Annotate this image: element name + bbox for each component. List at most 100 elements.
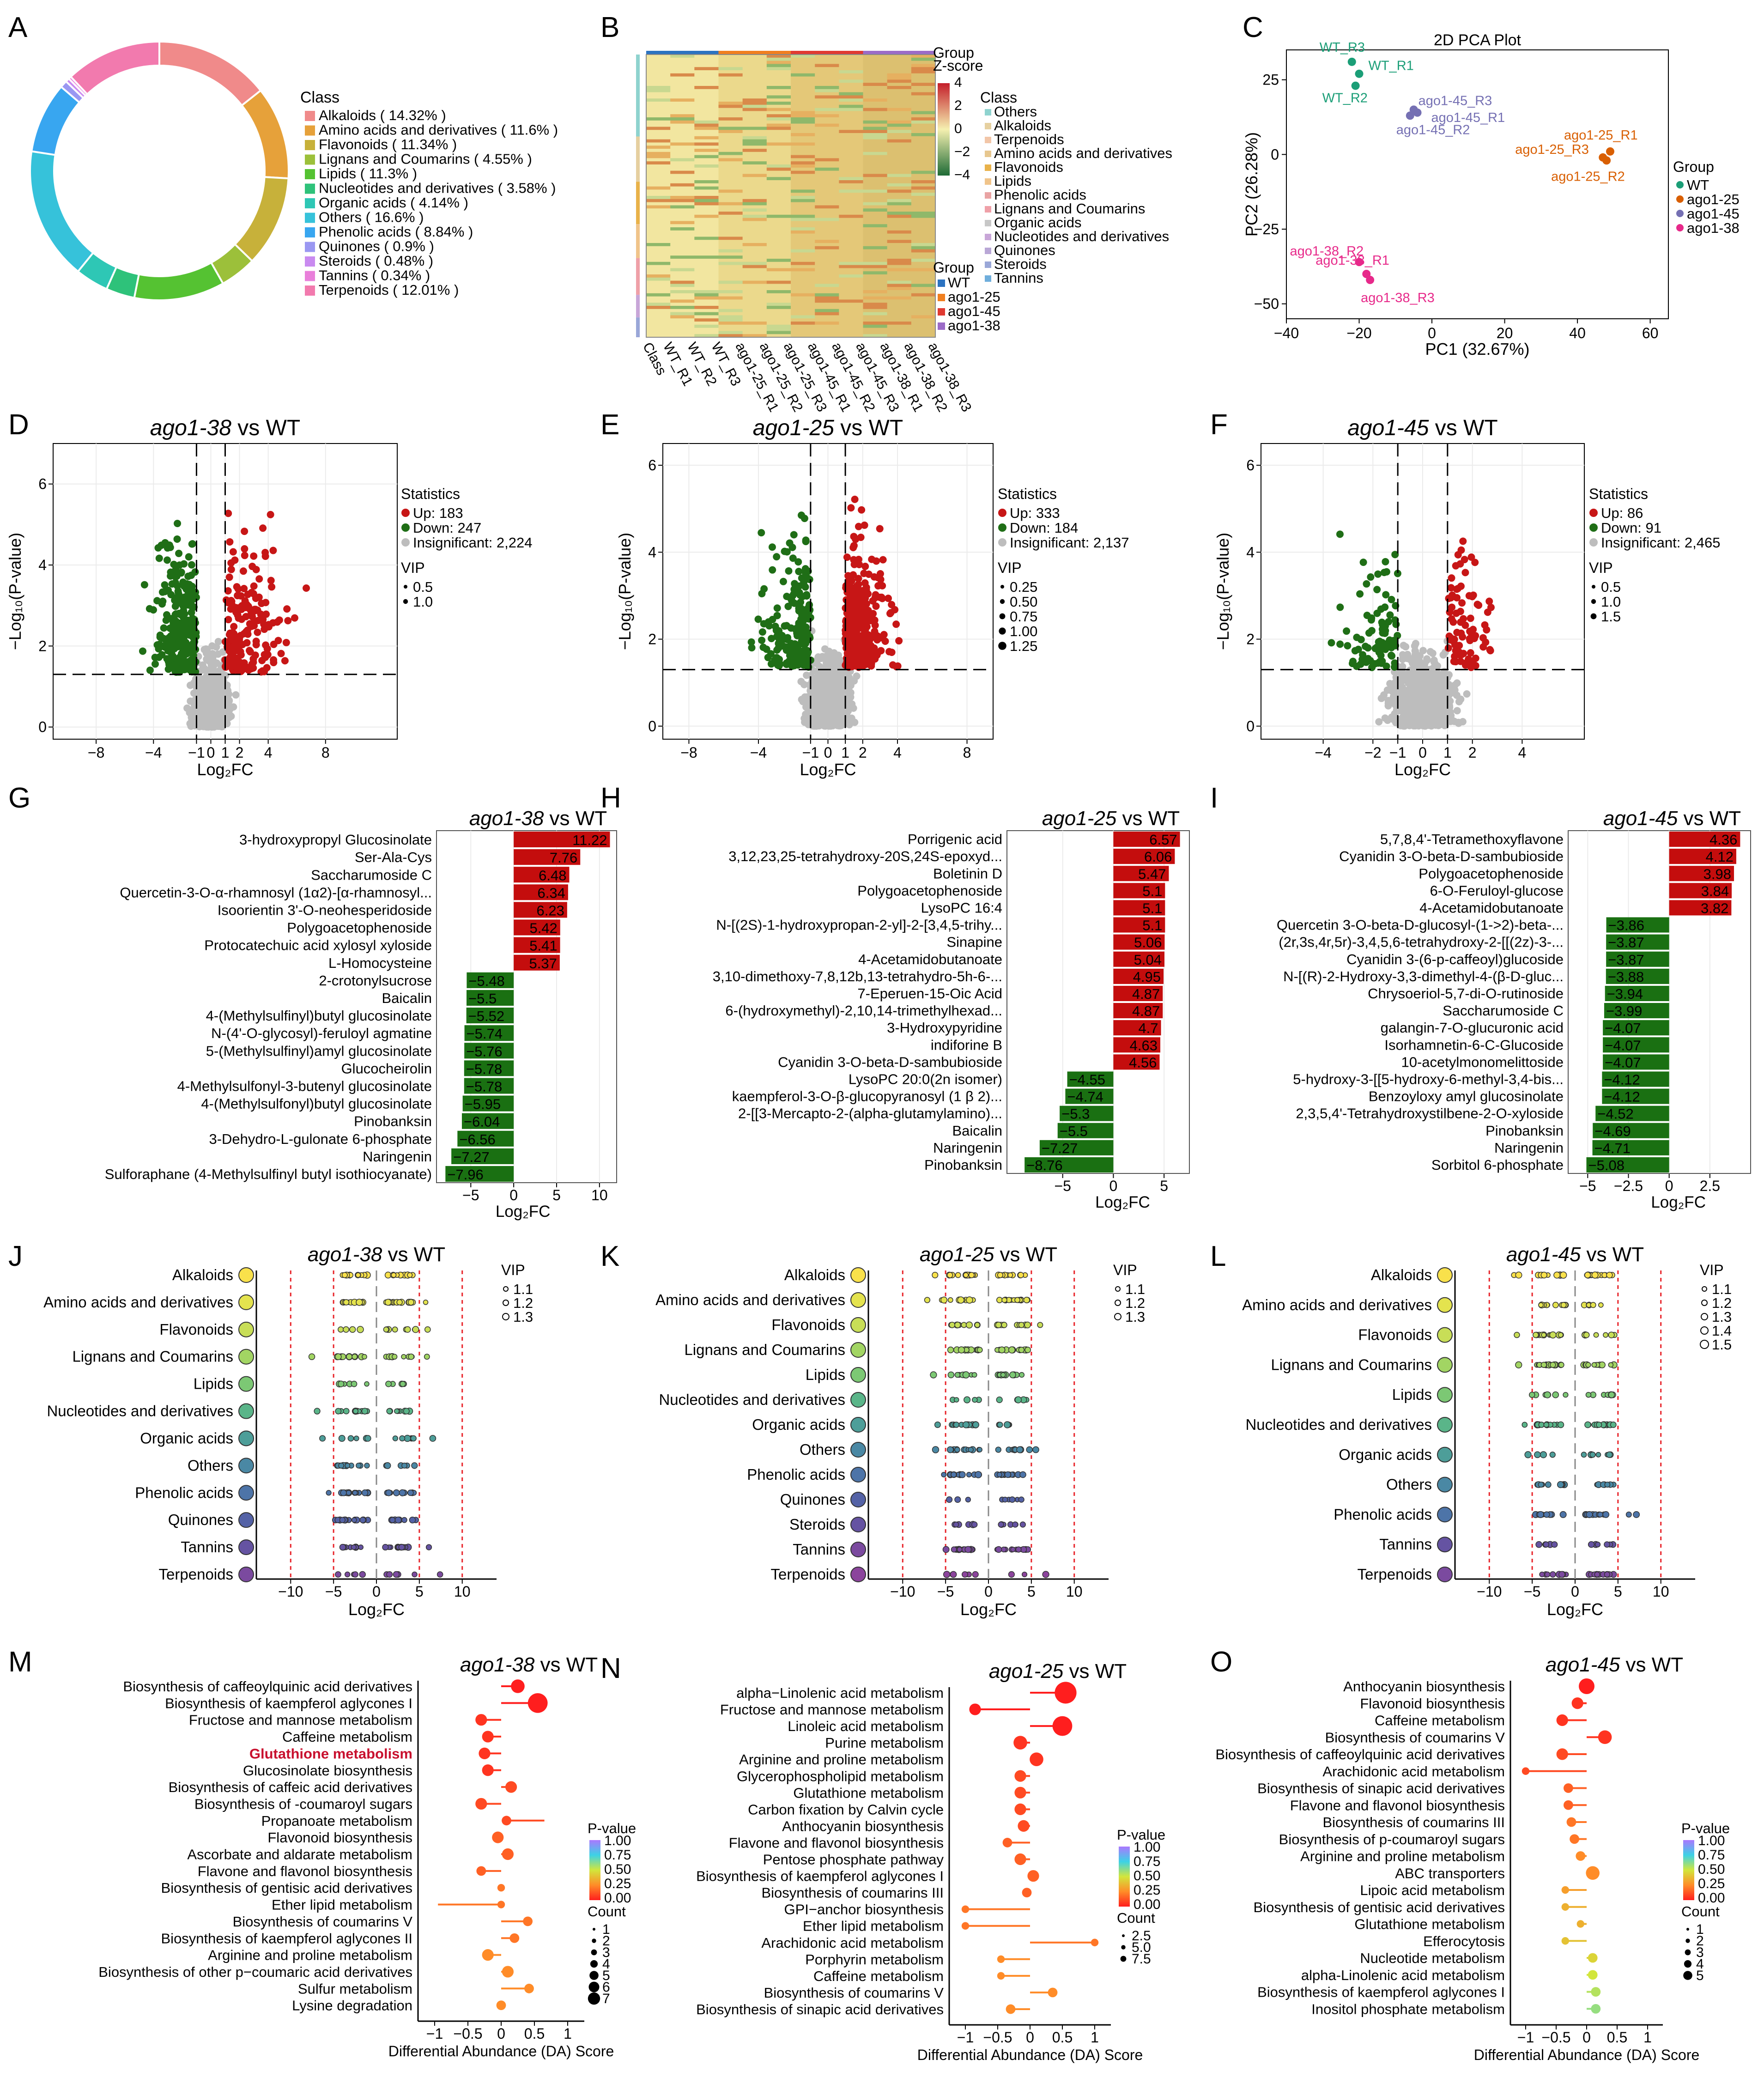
point-insignificant <box>188 717 196 724</box>
heatmap-cell <box>742 127 767 130</box>
heatmap-cell <box>791 55 815 58</box>
heatmap-cell <box>911 161 936 165</box>
heatmap-cell <box>887 61 912 64</box>
heatmap-cell <box>766 120 791 124</box>
heatmap-cell <box>670 104 695 109</box>
legend-item: Amino acids and derivatives ( 11.6% ) <box>319 122 558 138</box>
point-up <box>855 616 862 624</box>
point-up <box>224 510 232 517</box>
heatmap-cell <box>839 174 863 177</box>
heatmap-cell <box>911 92 936 96</box>
point-down <box>163 611 171 619</box>
point-insignificant <box>800 681 808 688</box>
point-insignificant <box>853 672 861 680</box>
heatmap-cell <box>646 120 671 124</box>
heatmap-cell <box>670 252 695 256</box>
heatmap-cell <box>815 240 839 243</box>
point-down <box>179 602 187 609</box>
heatmap-cell <box>766 186 791 190</box>
heatmap-cell <box>718 309 743 313</box>
heatmap-cell <box>694 177 719 181</box>
point-down <box>784 602 792 610</box>
heatmap-cell <box>646 136 671 140</box>
heatmap-cell <box>839 73 863 77</box>
legend-swatch <box>305 286 315 296</box>
heatmap-cell <box>694 133 719 137</box>
point-down <box>178 623 186 631</box>
point-down <box>775 644 782 652</box>
heatmap-cell <box>863 309 888 313</box>
point-insignificant <box>1428 682 1436 690</box>
point-up <box>277 650 285 657</box>
heatmap-cell <box>839 227 863 231</box>
heatmap-cell <box>863 133 888 137</box>
heatmap-cell <box>815 67 839 71</box>
heatmap-cell <box>815 233 839 237</box>
heatmap-cell <box>791 252 815 256</box>
heatmap-cell <box>839 177 863 181</box>
point-insignificant <box>1400 674 1408 682</box>
heatmap-cell <box>887 224 912 228</box>
heatmap-cell <box>815 180 839 184</box>
point-down <box>789 554 797 562</box>
heatmap-cell <box>766 299 791 303</box>
heatmap-cell <box>742 183 767 187</box>
heatmap-cell <box>815 120 839 124</box>
point-insignificant <box>831 668 839 676</box>
heatmap-cell <box>887 252 912 256</box>
heatmap-cell <box>766 170 791 174</box>
heatmap-cell <box>791 328 815 331</box>
heatmap-cell <box>839 64 863 67</box>
heatmap-cell <box>791 324 815 328</box>
heatmap-cell <box>863 186 888 190</box>
heatmap-cell <box>670 55 695 58</box>
heatmap-cell <box>766 79 791 83</box>
heatmap-cell <box>815 102 839 105</box>
heatmap-cell <box>670 189 695 193</box>
heatmap-cell <box>887 183 912 187</box>
heatmap-cell <box>646 79 671 83</box>
heatmap-cell <box>863 92 888 96</box>
heatmap-cell <box>718 233 743 237</box>
heatmap-cell <box>815 243 839 247</box>
heatmap-cell <box>670 290 695 294</box>
heatmap-cell <box>911 280 936 284</box>
point-up <box>243 663 251 671</box>
heatmap-cell <box>815 227 839 231</box>
heatmap-cell <box>766 303 791 306</box>
heatmap-cell <box>911 230 936 234</box>
heatmap-cell <box>646 55 671 58</box>
point-up <box>861 521 868 529</box>
heatmap-cell <box>839 186 863 190</box>
point-up <box>878 593 885 601</box>
point-insignificant <box>209 658 217 666</box>
heatmap-cell <box>791 130 815 134</box>
heatmap-cell <box>863 202 888 206</box>
y-tick-label: 0 <box>1271 146 1279 163</box>
point-insignificant <box>833 677 841 685</box>
point-down <box>177 568 185 576</box>
heatmap-cell <box>742 290 767 294</box>
heatmap-cell <box>766 164 791 168</box>
y-tick-label: −25 <box>1254 221 1279 237</box>
x-tick-label: −40 <box>1274 325 1299 341</box>
point-down <box>161 581 169 589</box>
vip-legend-marker <box>404 585 407 589</box>
heatmap-cell <box>839 120 863 124</box>
panel-label-B: B <box>600 12 619 43</box>
heatmap-cell <box>791 249 815 253</box>
heatmap-cell <box>646 102 671 105</box>
heatmap-cell <box>766 98 791 102</box>
heatmap-cell <box>766 312 791 316</box>
heatmap-cell <box>670 146 695 149</box>
heatmap-cell <box>670 208 695 212</box>
point-down <box>175 591 183 599</box>
heatmap-cell <box>718 287 743 291</box>
heatmap-cell <box>670 268 695 272</box>
point-up <box>854 658 861 666</box>
heatmap-cell <box>718 299 743 303</box>
heatmap-cell <box>839 76 863 80</box>
heatmap-cell <box>887 287 912 291</box>
heatmap-cell <box>911 299 936 303</box>
heatmap-cell <box>791 164 815 168</box>
